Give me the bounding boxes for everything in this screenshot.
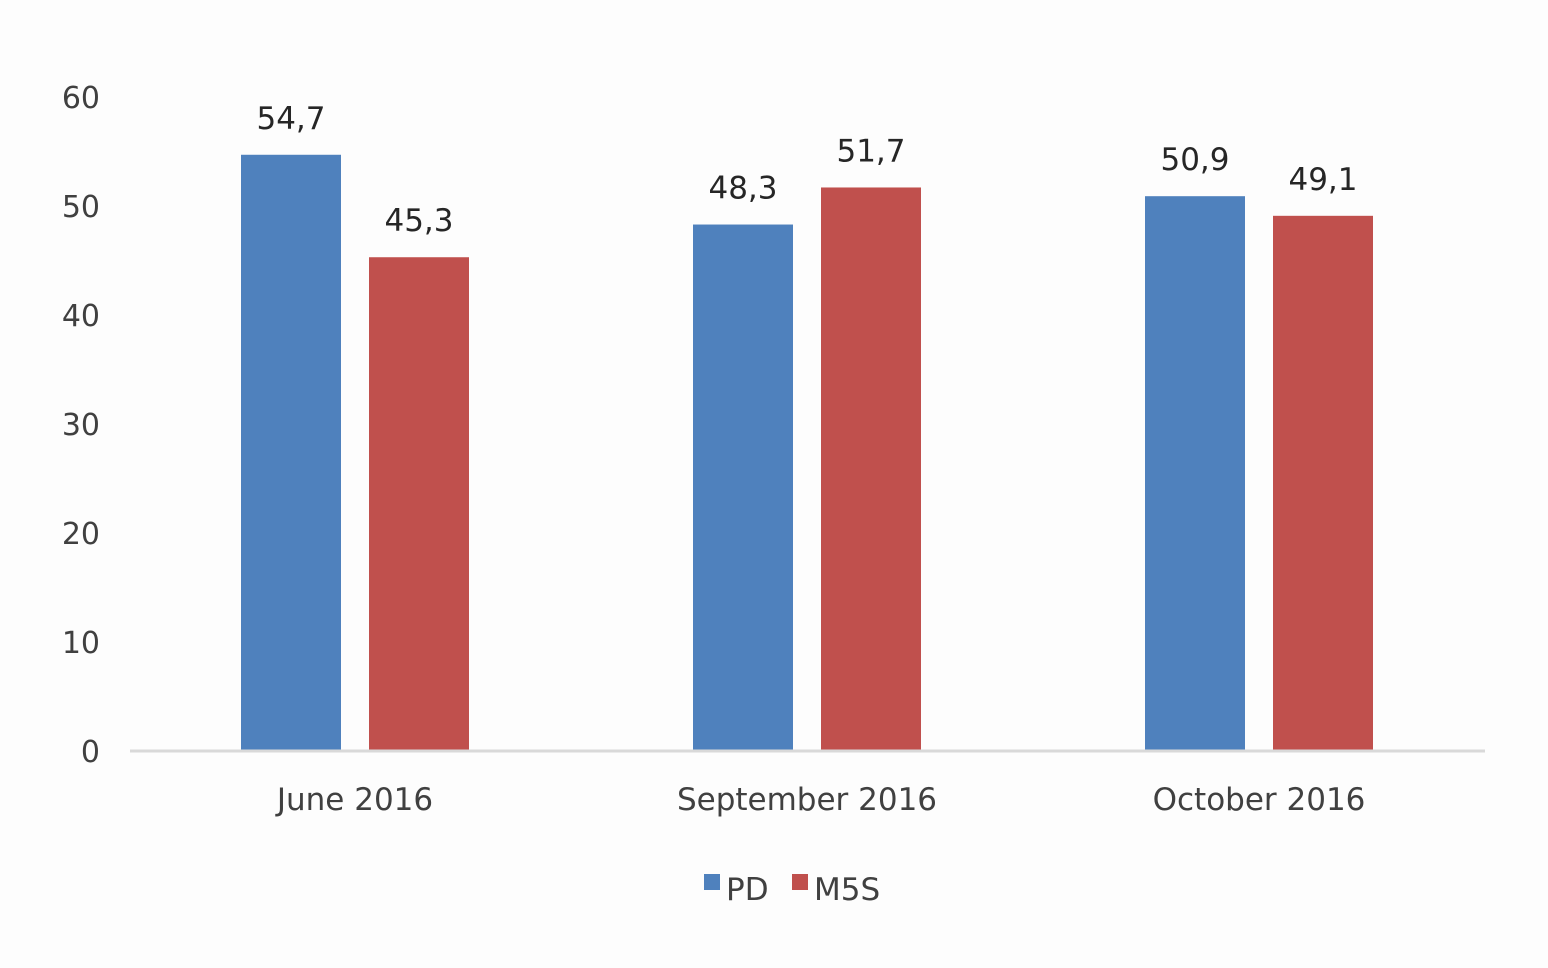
- y-tick-label: 40: [62, 299, 100, 334]
- bar-pd: [1145, 196, 1245, 751]
- value-label-m5s: 45,3: [384, 203, 453, 239]
- legend: PD M5S: [704, 872, 880, 908]
- x-category-label: October 2016: [1153, 782, 1366, 818]
- bar-pd: [693, 224, 793, 751]
- legend-label-pd: PD: [726, 872, 769, 908]
- value-label-m5s: 49,1: [1288, 162, 1357, 198]
- y-tick-label: 10: [62, 626, 100, 661]
- bar-m5s: [821, 187, 921, 752]
- y-tick-label: 60: [62, 81, 100, 116]
- legend-swatch-m5s: [792, 874, 808, 890]
- value-label-pd: 48,3: [708, 171, 777, 207]
- value-labels-group: 54,7 45,3 48,3 51,7 50,9 49,1: [256, 101, 1357, 239]
- x-category-label: September 2016: [677, 782, 937, 818]
- bar-pd: [241, 154, 341, 751]
- x-category-label: June 2016: [275, 782, 433, 818]
- y-tick-label: 0: [81, 735, 100, 770]
- value-label-pd: 54,7: [256, 101, 325, 137]
- x-axis-categories: June 2016 September 2016 October 2016: [275, 782, 1366, 818]
- legend-label-m5s: M5S: [814, 872, 880, 908]
- y-tick-label: 50: [62, 190, 100, 225]
- y-tick-label: 20: [62, 517, 100, 552]
- y-tick-label: 30: [62, 408, 100, 443]
- y-axis-ticks: 0 10 20 30 40 50 60: [62, 81, 100, 770]
- value-label-pd: 50,9: [1160, 142, 1229, 178]
- bar-m5s: [1273, 215, 1373, 751]
- bars-group: [241, 154, 1373, 752]
- legend-swatch-pd: [704, 874, 720, 890]
- bar-m5s: [369, 257, 469, 751]
- value-label-m5s: 51,7: [836, 133, 905, 169]
